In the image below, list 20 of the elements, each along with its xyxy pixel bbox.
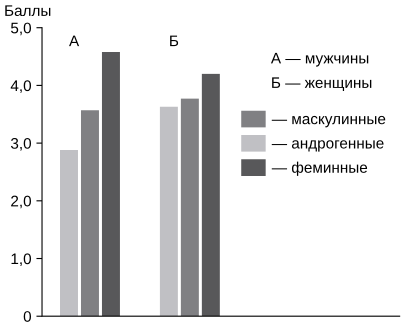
x-tick-label: А	[69, 36, 80, 46]
bar	[202, 74, 220, 316]
legend-label: — феминные	[272, 162, 368, 176]
y-tick-label: 4,0	[10, 80, 32, 93]
bar	[60, 150, 78, 316]
y-tick-label: 3,0	[10, 138, 32, 151]
bar	[180, 98, 199, 316]
y-tick-label: 0	[24, 311, 32, 322]
y-axis-title: Баллы	[5, 5, 50, 16]
bar	[102, 52, 120, 316]
legend-label: — андрогенные	[272, 140, 384, 152]
bar	[160, 106, 178, 316]
y-tick-label: 5,0	[10, 22, 32, 36]
text: Б — женщины	[272, 77, 372, 91]
x-tick-label: Б	[170, 36, 178, 46]
legend-label: — маскулинные	[272, 116, 386, 128]
y-tick-label: 2,0	[11, 196, 32, 208]
y-tick-label: 1,0	[12, 253, 32, 266]
text: А — мужчины	[270, 52, 368, 67]
bar	[80, 110, 99, 316]
